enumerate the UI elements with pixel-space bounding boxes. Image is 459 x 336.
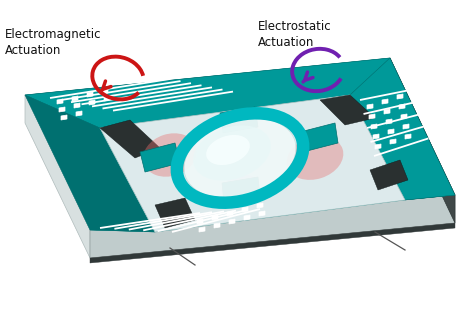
Polygon shape — [100, 120, 160, 158]
Ellipse shape — [143, 133, 196, 177]
Polygon shape — [102, 89, 108, 94]
Text: Electrostatic
Actuation: Electrostatic Actuation — [257, 20, 331, 49]
Polygon shape — [349, 58, 454, 200]
Polygon shape — [76, 111, 82, 116]
Polygon shape — [199, 227, 205, 232]
Polygon shape — [90, 195, 454, 232]
Polygon shape — [90, 223, 454, 263]
Polygon shape — [370, 124, 376, 129]
Polygon shape — [89, 100, 95, 105]
Text: Electromagnetic
Actuation: Electromagnetic Actuation — [5, 28, 101, 57]
Polygon shape — [389, 58, 454, 223]
Polygon shape — [243, 215, 249, 220]
Ellipse shape — [184, 118, 295, 198]
Polygon shape — [257, 203, 263, 208]
Polygon shape — [25, 95, 155, 232]
Polygon shape — [72, 96, 78, 101]
Ellipse shape — [206, 135, 249, 165]
Polygon shape — [398, 104, 404, 109]
Polygon shape — [226, 211, 233, 216]
Polygon shape — [61, 115, 67, 120]
Polygon shape — [319, 95, 374, 125]
Polygon shape — [396, 94, 402, 99]
Polygon shape — [90, 195, 454, 258]
Polygon shape — [241, 207, 247, 212]
Polygon shape — [59, 107, 65, 112]
Polygon shape — [74, 103, 80, 108]
Polygon shape — [87, 92, 93, 97]
Polygon shape — [383, 109, 389, 114]
Polygon shape — [140, 143, 179, 172]
Polygon shape — [400, 114, 406, 119]
Polygon shape — [402, 124, 408, 129]
Polygon shape — [368, 114, 374, 119]
Polygon shape — [387, 129, 393, 134]
Polygon shape — [155, 198, 195, 228]
Polygon shape — [25, 58, 389, 128]
Ellipse shape — [193, 125, 270, 181]
Polygon shape — [299, 123, 337, 152]
Polygon shape — [219, 107, 257, 133]
Polygon shape — [369, 160, 407, 190]
Polygon shape — [404, 134, 410, 139]
Ellipse shape — [221, 175, 258, 201]
Polygon shape — [374, 144, 380, 149]
Polygon shape — [222, 177, 259, 203]
Polygon shape — [104, 96, 110, 101]
Polygon shape — [258, 211, 264, 216]
Polygon shape — [385, 119, 391, 124]
Polygon shape — [196, 219, 202, 224]
Polygon shape — [381, 99, 387, 104]
Polygon shape — [389, 139, 395, 144]
Polygon shape — [100, 95, 404, 232]
Polygon shape — [366, 104, 372, 109]
Polygon shape — [229, 219, 235, 224]
Polygon shape — [25, 95, 90, 258]
Polygon shape — [213, 223, 219, 228]
Ellipse shape — [286, 136, 342, 180]
Polygon shape — [212, 215, 218, 220]
Polygon shape — [372, 134, 378, 139]
Polygon shape — [57, 99, 63, 104]
Polygon shape — [25, 58, 454, 230]
